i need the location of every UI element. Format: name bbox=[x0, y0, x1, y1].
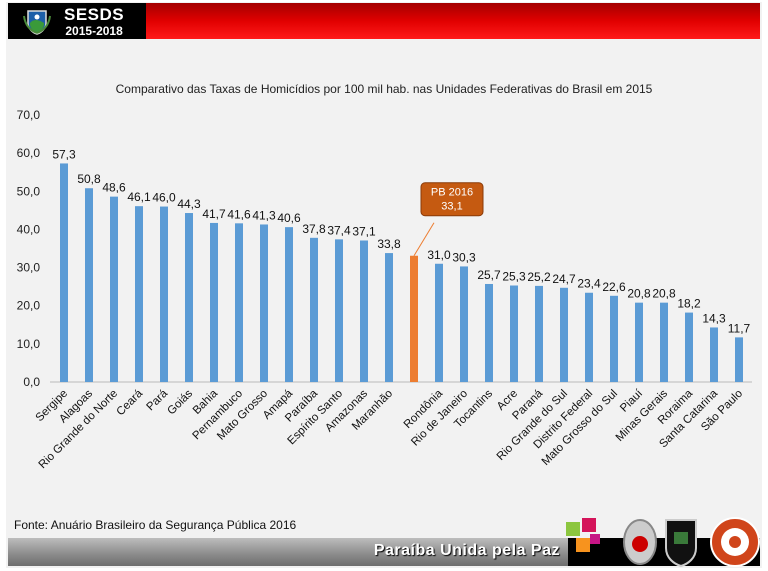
bar bbox=[235, 223, 243, 382]
bar bbox=[585, 292, 593, 382]
y-tick-label: 60,0 bbox=[17, 146, 41, 160]
bar bbox=[460, 266, 468, 382]
data-label: 20,8 bbox=[627, 287, 651, 301]
bar bbox=[110, 196, 118, 382]
bar bbox=[285, 227, 293, 382]
callout: PB 2016 33,1 bbox=[413, 182, 484, 257]
bar bbox=[135, 206, 143, 382]
data-label: 25,3 bbox=[502, 269, 526, 283]
data-label: 57,3 bbox=[52, 147, 76, 161]
y-tick-label: 70,0 bbox=[17, 108, 41, 122]
header: SESDS 2015-2018 bbox=[8, 3, 760, 39]
civil-police-badge-icon bbox=[665, 519, 697, 568]
data-label: 37,4 bbox=[327, 223, 351, 237]
paraiba-coat-of-arms-icon bbox=[23, 10, 51, 35]
fire-department-badge-icon bbox=[710, 517, 760, 567]
data-label: 30,3 bbox=[452, 250, 476, 264]
chart-title: Comparativo das Taxas de Homicídios por … bbox=[116, 82, 653, 96]
bar bbox=[660, 302, 668, 382]
callout-title: PB 2016 bbox=[431, 187, 473, 199]
data-label: 14,3 bbox=[702, 311, 726, 325]
bar bbox=[710, 327, 718, 382]
slide-background bbox=[6, 2, 762, 568]
y-tick-label: 10,0 bbox=[17, 337, 41, 351]
x-tick-label: Goiás bbox=[165, 387, 195, 417]
data-label: 41,7 bbox=[202, 207, 226, 221]
data-label: 25,7 bbox=[477, 268, 501, 282]
data-label: 23,4 bbox=[577, 277, 601, 291]
footer-bar: Paraíba Unida pela Paz bbox=[8, 538, 568, 566]
data-label: 40,6 bbox=[277, 211, 301, 225]
data-label: 44,3 bbox=[177, 197, 201, 211]
data-label: 46,1 bbox=[127, 190, 151, 204]
footer-slogan: Paraíba Unida pela Paz bbox=[373, 542, 560, 559]
data-label: 46,0 bbox=[152, 191, 176, 205]
bar bbox=[485, 283, 493, 382]
bar bbox=[435, 263, 443, 382]
header-red-bar bbox=[146, 3, 760, 39]
bar bbox=[510, 285, 518, 382]
bar bbox=[210, 222, 218, 382]
bar bbox=[735, 337, 743, 382]
bar bbox=[310, 237, 318, 382]
data-label: 41,6 bbox=[227, 207, 251, 221]
data-label: 11,7 bbox=[728, 321, 751, 335]
footer-emblems bbox=[566, 517, 760, 568]
footer: Paraíba Unida pela Paz bbox=[8, 538, 760, 566]
bar bbox=[260, 224, 268, 382]
puzzle-icon bbox=[566, 518, 600, 552]
source-note: Fonte: Anuário Brasileiro da Segurança P… bbox=[14, 518, 297, 532]
header-years: 2015-2018 bbox=[65, 23, 123, 38]
bar bbox=[185, 213, 193, 382]
y-tick-label: 30,0 bbox=[17, 261, 41, 275]
callout-value: 33,1 bbox=[441, 201, 462, 213]
header-title: SESDS bbox=[64, 4, 125, 24]
highlight-bar bbox=[410, 255, 418, 382]
bar bbox=[560, 287, 568, 382]
y-tick-label: 0,0 bbox=[23, 375, 40, 389]
bar bbox=[535, 285, 543, 382]
header-brand: SESDS 2015-2018 bbox=[8, 3, 146, 39]
bar bbox=[335, 239, 343, 382]
data-label: 20,8 bbox=[652, 287, 676, 301]
y-tick-label: 20,0 bbox=[17, 299, 41, 313]
callout-box bbox=[420, 182, 484, 217]
bar bbox=[610, 295, 618, 382]
x-tick-label: Ceará bbox=[114, 387, 145, 418]
callout-leader bbox=[413, 222, 435, 257]
data-label: 37,8 bbox=[302, 222, 326, 236]
bar-chart: Comparativo das Taxas de Homicídios por … bbox=[17, 82, 752, 471]
y-tick-label: 40,0 bbox=[17, 222, 41, 236]
bar bbox=[60, 163, 68, 382]
value-labels: 57,350,848,646,1 46,0 44,341,7 41,6 41,3 40,6… bbox=[52, 147, 750, 335]
bar bbox=[360, 240, 368, 382]
data-label: 33,8 bbox=[377, 237, 401, 251]
bar bbox=[85, 188, 93, 382]
bar bbox=[635, 302, 643, 382]
data-label: 48,6 bbox=[102, 181, 126, 195]
data-label: 18,2 bbox=[677, 297, 701, 311]
data-label: 22,6 bbox=[602, 280, 626, 294]
data-label: 25,2 bbox=[527, 270, 551, 284]
data-label: 41,3 bbox=[252, 208, 276, 222]
bar bbox=[685, 312, 693, 382]
data-label: 50,8 bbox=[77, 172, 101, 186]
y-tick-label: 50,0 bbox=[17, 184, 41, 198]
bar bbox=[385, 253, 393, 382]
data-label: 31,0 bbox=[427, 248, 451, 262]
data-label: 37,1 bbox=[352, 224, 376, 238]
police-military-badge-icon bbox=[623, 519, 657, 565]
bars bbox=[60, 163, 743, 382]
bar bbox=[160, 206, 168, 382]
data-label: 24,7 bbox=[552, 272, 576, 286]
